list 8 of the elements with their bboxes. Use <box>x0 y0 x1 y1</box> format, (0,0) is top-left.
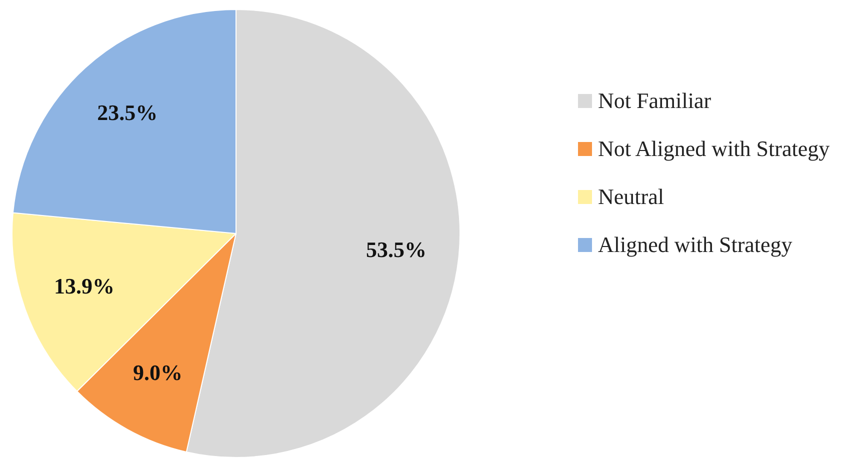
data-label: 13.9% <box>54 274 114 299</box>
data-label: 23.5% <box>97 100 158 125</box>
legend-label: Not Familiar <box>598 87 712 115</box>
legend-label: Not Aligned with Strategy <box>598 135 830 163</box>
data-label: 9.0% <box>133 360 183 386</box>
legend-label: Neutral <box>598 183 664 211</box>
data-label: 53.5% <box>366 237 427 262</box>
legend-label: Aligned with Strategy <box>598 231 792 259</box>
